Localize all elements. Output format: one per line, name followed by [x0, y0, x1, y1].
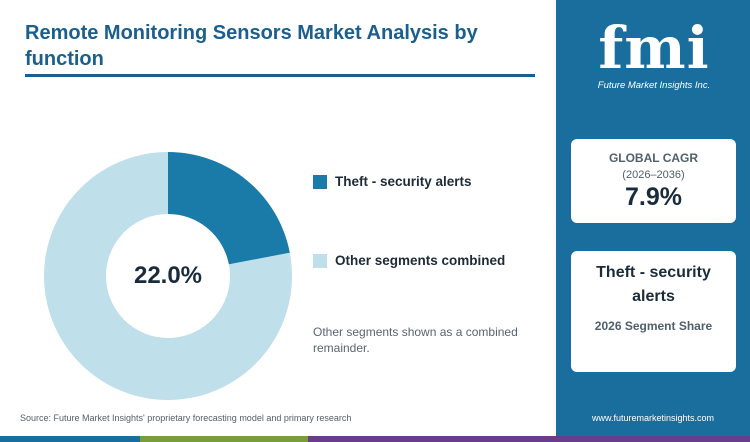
chart-title: Remote Monitoring Sensors Market Analysi…: [25, 22, 478, 70]
cagr-label: GLOBAL CAGR: [608, 151, 699, 165]
title-divider: [25, 74, 535, 77]
segment-card: Theft - security alerts 2026 Segment Sha…: [571, 251, 736, 372]
footer-segment-purple: [308, 436, 750, 442]
donut-svg: [44, 152, 292, 400]
legend-label-other: Other segments combined: [335, 253, 506, 268]
chart-panel: Remote Monitoring Sensors Market Analysi…: [20, 22, 535, 423]
chart-note: Other segments shown as a combined remai…: [313, 325, 518, 355]
legend-swatch-theft: [313, 174, 327, 189]
donut-center-label: 22.0%: [133, 262, 203, 289]
legend-label-theft: Theft - security alerts: [335, 174, 472, 189]
logo-letters: fmi: [598, 14, 710, 82]
segment-subtitle: 2026 Segment Share: [594, 319, 713, 333]
segment-name: Theft - security alerts: [596, 264, 711, 305]
footer-segment-green: [140, 436, 308, 442]
donut-slice-theft: [168, 152, 290, 265]
donut-slice-other: [44, 152, 292, 400]
legend-item-theft: Theft - security alerts: [313, 174, 472, 189]
website-link[interactable]: www.futuremarketinsights.com: [591, 413, 715, 423]
footer-color-bar: [0, 436, 750, 442]
donut-chart: 22.0%: [44, 152, 292, 400]
cagr-card: GLOBAL CAGR (2026–2036) 7.9%: [571, 139, 736, 223]
cagr-value: 7.9%: [625, 183, 682, 211]
logo-tagline: Future Market Insights Inc.: [597, 80, 711, 91]
cagr-range: (2026–2036): [622, 169, 685, 181]
footer-segment-blue: [0, 436, 140, 442]
source-text: Source: Future Market Insights' propriet…: [20, 413, 352, 423]
legend-item-other: Other segments combined: [313, 253, 505, 268]
legend-swatch-other: [313, 253, 327, 268]
fmi-logo: fmi Future Market Insights Inc.: [584, 18, 724, 98]
